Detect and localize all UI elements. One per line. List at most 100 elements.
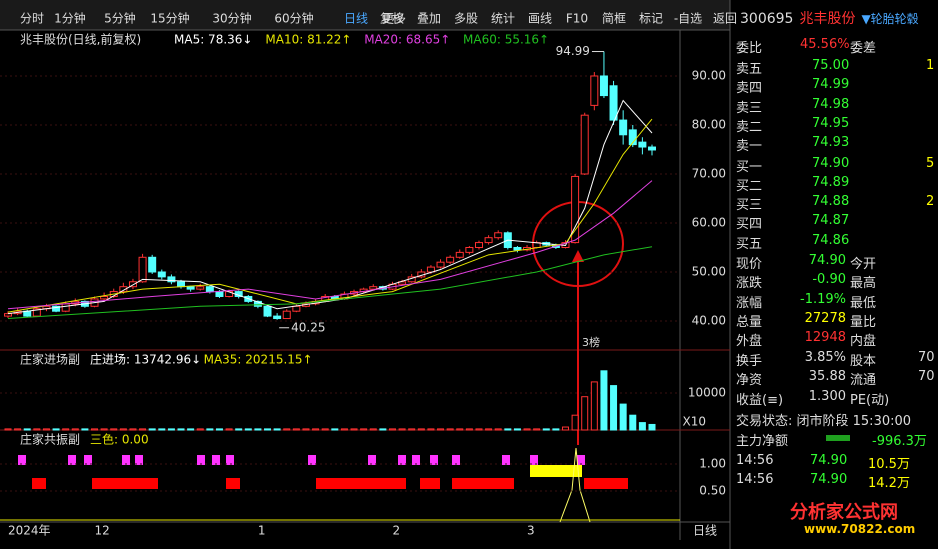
y-tick-label: 50.00 xyxy=(692,264,726,278)
fin-value: 1.300 xyxy=(808,388,846,404)
toolbar xyxy=(0,0,730,30)
stat-value: 27278 xyxy=(804,310,846,326)
bar xyxy=(408,428,416,431)
toolbar-button[interactable]: 复权 xyxy=(380,12,404,26)
net-value: -996.3万 xyxy=(872,434,927,449)
tick-price: 74.90 xyxy=(810,453,848,468)
toolbar-tab[interactable]: 15分钟 xyxy=(150,11,189,26)
bar xyxy=(158,428,166,431)
stat-value: -0.90 xyxy=(812,272,846,288)
tick-time: 14:56 xyxy=(736,453,774,468)
book-vol: 5 xyxy=(926,155,935,171)
stat-label: 今开 xyxy=(850,257,877,272)
toolbar-button[interactable]: 画线 xyxy=(528,12,552,26)
bar xyxy=(264,428,272,431)
legend-item: MA20: 68.65↑ xyxy=(364,33,450,47)
book-label: 买三 xyxy=(736,198,763,214)
candle-body xyxy=(52,305,61,312)
bar xyxy=(475,428,483,431)
bar xyxy=(167,428,175,431)
bar xyxy=(52,428,60,431)
toolbar-tab[interactable]: 1分钟 xyxy=(54,11,86,26)
toolbar-tab[interactable]: 分时 xyxy=(20,12,44,26)
fin-label: 收益(≡) xyxy=(736,392,784,408)
y-tick-label: 1.00 xyxy=(699,456,726,470)
bar xyxy=(244,428,252,431)
bar xyxy=(273,428,281,431)
bar xyxy=(196,428,204,431)
book-label: 买五 xyxy=(736,236,763,252)
toolbar-button[interactable]: -自选 xyxy=(674,12,702,26)
y-tick-label: 40.00 xyxy=(692,313,726,327)
bar xyxy=(331,428,339,431)
scale-label: X10 xyxy=(683,415,707,429)
book-price: 74.99 xyxy=(812,77,850,93)
bar xyxy=(590,381,598,431)
bar xyxy=(417,428,425,431)
stat-label: 内盘 xyxy=(850,334,877,350)
toolbar-tab[interactable]: 60分钟 xyxy=(274,11,313,26)
tick-vol: 10.5万 xyxy=(868,457,910,472)
book-label: 买四 xyxy=(736,217,763,233)
bar xyxy=(629,414,637,431)
stat-label: 最低 xyxy=(850,295,877,311)
bar xyxy=(14,428,22,431)
toolbar-button[interactable]: 简框 xyxy=(602,12,626,26)
toolbar-button[interactable]: 标记 xyxy=(639,12,663,26)
pane-title: 兆丰股份(日线,前复权) xyxy=(20,32,141,47)
stat-label: 最高 xyxy=(850,276,877,292)
logo-url: www.70822.com xyxy=(804,522,916,536)
toolbar-button[interactable]: 统计 xyxy=(491,12,515,26)
label: 委差 xyxy=(850,41,877,56)
pane-title: 庄家共振副 xyxy=(20,432,80,447)
candle-body xyxy=(177,281,186,288)
bar xyxy=(206,428,214,431)
toolbar-button[interactable]: 多股 xyxy=(454,12,478,26)
fin-label: 净资 xyxy=(736,373,763,389)
bar xyxy=(523,428,531,431)
candle-body xyxy=(609,85,618,121)
candle-body xyxy=(446,256,455,263)
candle-body xyxy=(619,119,628,136)
axis-corner: 日线 xyxy=(693,524,717,538)
candle-body xyxy=(196,286,205,290)
candle-body xyxy=(138,256,147,283)
bar xyxy=(446,428,454,431)
toolbar-tab[interactable]: 日线 xyxy=(344,12,368,26)
bar xyxy=(292,428,300,431)
toolbar-button[interactable]: F10 xyxy=(566,12,588,26)
candle-body xyxy=(628,129,637,146)
candle-body xyxy=(638,141,647,148)
book-price: 74.93 xyxy=(812,135,850,151)
bar xyxy=(437,428,445,431)
bar xyxy=(571,414,579,431)
candle-body xyxy=(186,286,195,290)
bar xyxy=(542,428,550,431)
stat-label: 外盘 xyxy=(736,334,763,350)
book-label: 卖二 xyxy=(736,119,763,135)
tick-price: 74.90 xyxy=(810,472,848,487)
toolbar-button[interactable]: 返回 xyxy=(713,12,737,26)
fin-label: 股本 xyxy=(850,354,877,369)
bar xyxy=(42,428,50,431)
candle-body xyxy=(484,237,493,244)
book-price: 74.88 xyxy=(812,194,850,210)
toolbar-button[interactable]: 叠加 xyxy=(417,12,441,26)
toolbar-tab[interactable]: 更多 xyxy=(382,12,406,26)
panel-header: 300695 兆丰股份 ▼轮胎轮毂 xyxy=(734,8,934,30)
fin-label: 流通 xyxy=(850,373,877,389)
x-tick-label: 2024年 xyxy=(8,524,51,538)
bar xyxy=(369,428,377,431)
toolbar-tab[interactable]: 5分钟 xyxy=(104,11,136,26)
legend-item: MA5: 78.36↓ xyxy=(174,33,252,47)
bar xyxy=(513,428,521,431)
x-tick-label: 1 xyxy=(258,524,266,538)
bar xyxy=(321,428,329,431)
stat-label: 量比 xyxy=(850,314,877,330)
x-tick-label: 3 xyxy=(527,524,535,538)
toolbar-tab[interactable]: 30分钟 xyxy=(212,11,251,26)
book-price: 74.87 xyxy=(812,213,850,229)
legend-item: MA10: 81.22↑ xyxy=(265,33,351,47)
stat-label: 涨幅 xyxy=(736,295,763,311)
